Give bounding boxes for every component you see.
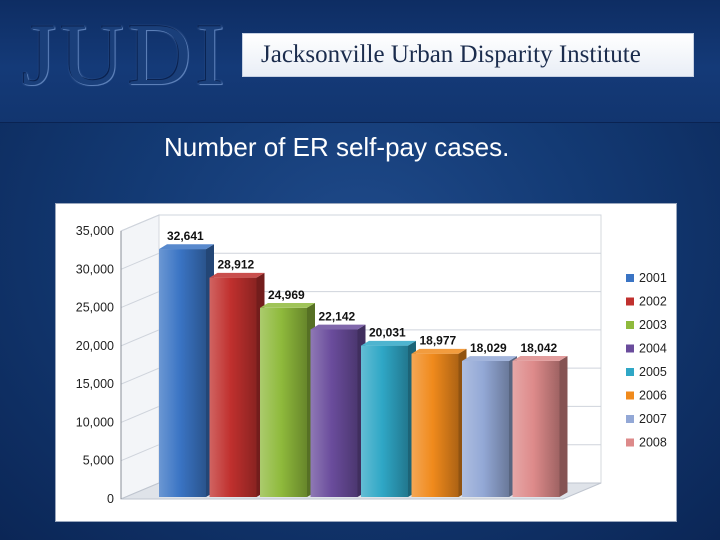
legend-swatch <box>626 415 634 423</box>
bar <box>411 353 459 497</box>
bar <box>462 360 509 497</box>
legend-label: 2004 <box>639 342 667 356</box>
bar <box>260 307 307 497</box>
y-tick-label: 0 <box>107 492 114 506</box>
judi-logo: JUDI <box>22 7 229 104</box>
legend-swatch <box>626 391 634 400</box>
data-label: 28,912 <box>218 258 255 272</box>
bar-top <box>260 303 315 308</box>
legend-swatch <box>626 438 634 447</box>
bar-top <box>462 356 517 361</box>
bar-top <box>159 244 214 250</box>
data-label: 24,969 <box>268 288 305 302</box>
bar <box>159 249 206 497</box>
org-name: Jacksonville Urban Disparity Institute <box>261 41 641 68</box>
bar-side <box>559 356 568 497</box>
side-wall <box>120 214 160 500</box>
legend-label: 2002 <box>639 295 667 309</box>
bar-top <box>209 272 265 278</box>
bar-chart: 0 5,000 10,000 15,000 20,000 25,000 30,000 35,0… <box>76 214 667 506</box>
bar-top <box>361 340 416 346</box>
y-tick-label: 20,000 <box>76 339 114 353</box>
y-tick-label: 30,000 <box>76 262 114 276</box>
data-label: 22,142 <box>319 309 356 323</box>
chart-panel: 0 5,000 10,000 15,000 20,000 25,000 30,000 35,0… <box>55 203 677 522</box>
bar-top <box>411 348 467 354</box>
legend-swatch <box>626 274 634 282</box>
legend-label: 2005 <box>639 365 667 379</box>
bar <box>209 277 257 497</box>
gridline <box>120 214 601 232</box>
data-label: 32,641 <box>167 229 204 243</box>
data-label: 20,031 <box>369 326 406 340</box>
y-tick-label: 5,000 <box>83 454 114 468</box>
y-tick-label: 25,000 <box>76 301 114 315</box>
org-name-box: Jacksonville Urban Disparity Institute <box>242 33 694 77</box>
bar <box>361 345 408 497</box>
y-tick-label: 15,000 <box>76 377 114 391</box>
y-tick-label: 35,000 <box>76 224 114 238</box>
legend-swatch <box>626 297 634 306</box>
data-label: 18,977 <box>420 334 457 348</box>
legend-label: 2001 <box>639 271 667 285</box>
legend-swatch <box>626 344 634 353</box>
legend-label: 2008 <box>639 436 667 450</box>
header-banner: JUDI Jacksonville Urban Disparity Instit… <box>0 0 720 123</box>
data-label: 18,042 <box>521 341 558 355</box>
bar <box>512 360 560 497</box>
legend-swatch <box>626 321 634 329</box>
legend-label: 2007 <box>639 412 667 426</box>
bar-top <box>512 356 568 361</box>
slide-title: Number of ER self-pay cases. <box>164 132 510 162</box>
bar-top <box>310 324 366 330</box>
y-tick-label: 10,000 <box>76 415 114 429</box>
legend-swatch <box>626 368 634 376</box>
bar <box>310 329 358 497</box>
data-label: 18,029 <box>470 341 507 355</box>
legend-label: 2003 <box>639 318 667 332</box>
legend-label: 2006 <box>639 389 667 403</box>
